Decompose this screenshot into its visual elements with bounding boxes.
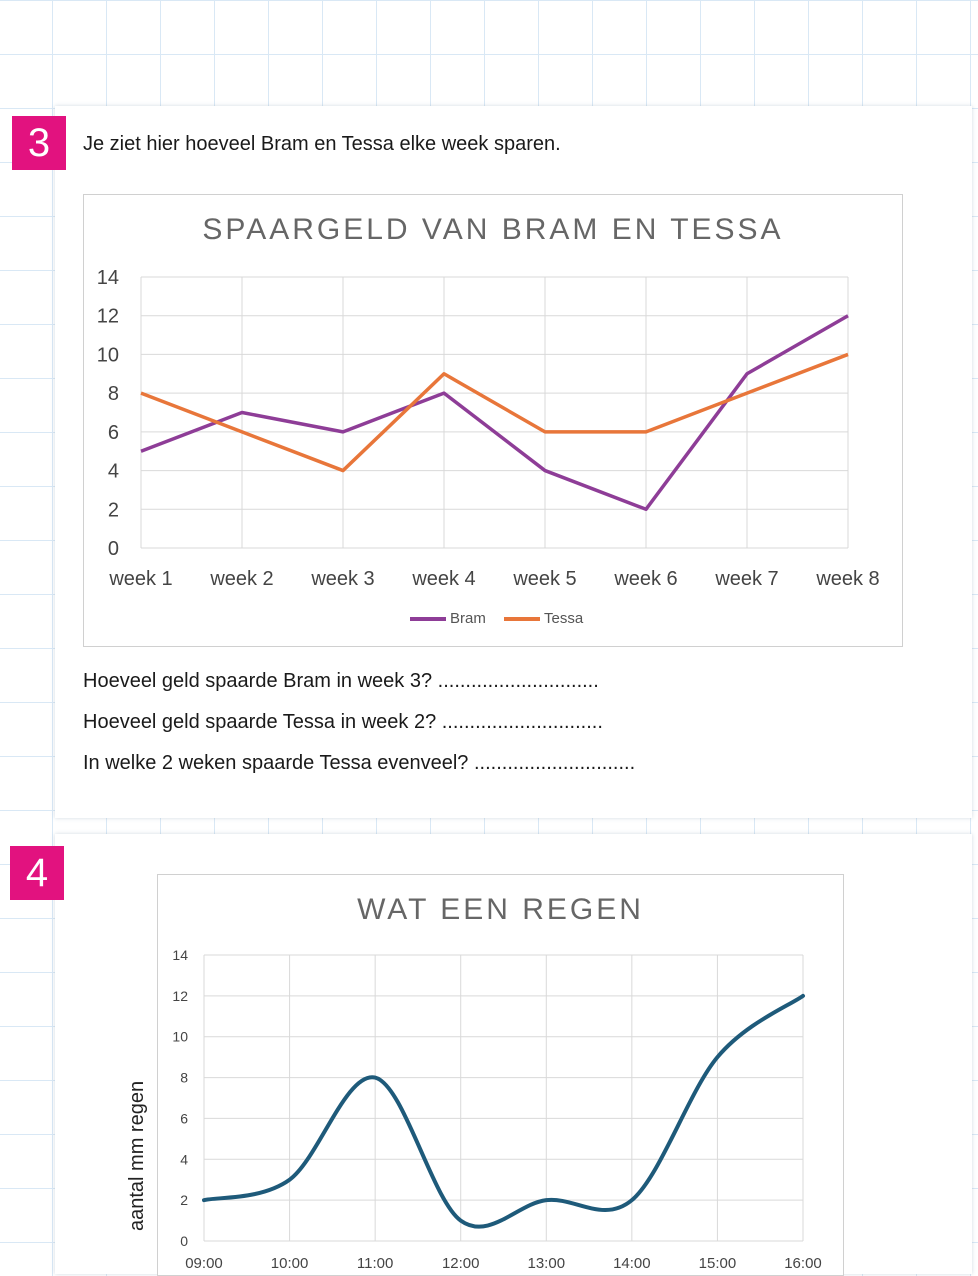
legend-label-tessa: Tessa <box>544 610 584 627</box>
savings-xtick-label: week 7 <box>714 568 778 590</box>
savings-xtick-label: week 6 <box>613 568 677 590</box>
savings-chart-svg: 0 2 4 6 8 10 12 14 week 1 week 2 week 3 week 4 week … <box>97 267 880 590</box>
exercise-3-number-badge: 3 <box>12 116 66 170</box>
rain-xtick-label: 10:00 <box>271 1255 309 1272</box>
legend-swatch-bram <box>410 617 446 622</box>
rain-series-line <box>202 993 805 1229</box>
rain-chart-ylabel-container: aantal mm regen <box>126 1081 148 1231</box>
exercise-3-intro: Je ziet hier hoeveel Bram en Tessa elke … <box>83 133 561 155</box>
savings-xtick-label: week 1 <box>108 568 172 590</box>
legend-item-tessa: Tessa <box>504 610 583 627</box>
rain-chart-svg: 0 2 4 6 8 10 12 14 09:00 10:00 11:00 12:00 13:00 14:0… <box>172 947 822 1272</box>
rain-ytick-label: 8 <box>180 1070 188 1086</box>
rain-xtick-label: 11:00 <box>357 1255 393 1272</box>
rain-chart-ylabel: aantal mm regen <box>126 1081 148 1231</box>
savings-xtick-label: week 3 <box>310 568 374 590</box>
savings-ytick-label: 6 <box>108 422 119 444</box>
rain-ytick-label: 2 <box>180 1192 188 1208</box>
savings-xtick-label: week 2 <box>209 568 273 590</box>
legend-label-bram: Bram <box>450 610 486 627</box>
savings-series-line-tessa <box>140 352 849 473</box>
savings-ytick-label: 0 <box>108 538 119 560</box>
savings-ytick-label: 14 <box>97 267 119 289</box>
savings-xtick-label: week 4 <box>411 568 475 590</box>
rain-ytick-label: 10 <box>172 1029 188 1045</box>
legend-swatch-tessa <box>504 617 540 622</box>
rain-ytick-label: 4 <box>180 1151 188 1167</box>
legend-item-bram: Bram <box>410 610 486 627</box>
savings-ytick-label: 2 <box>108 499 119 521</box>
rain-chart: WAT EEN REGEN 0 2 4 6 8 10 12 14 09:00 10:00 11:00… <box>157 874 844 1276</box>
savings-xtick-label: week 5 <box>512 568 576 590</box>
question-1: Hoeveel geld spaarde Bram in week 3? ...… <box>83 670 599 692</box>
rain-ytick-label: 12 <box>172 988 188 1004</box>
question-3: In welke 2 weken spaarde Tessa evenveel?… <box>83 752 636 774</box>
savings-ytick-label: 12 <box>97 306 119 328</box>
savings-series-line-bram <box>140 314 849 512</box>
exercise-4-number-badge: 4 <box>10 846 64 900</box>
savings-chart: SPAARGELD VAN BRAM EN TESSA 0 2 4 6 8 10 12 14 w… <box>83 194 903 647</box>
rain-ytick-label: 0 <box>180 1233 188 1249</box>
savings-chart-title: SPAARGELD VAN BRAM EN TESSA <box>202 213 784 246</box>
savings-ytick-label: 10 <box>97 344 119 366</box>
rain-xtick-label: 13:00 <box>528 1255 566 1272</box>
savings-ytick-label: 8 <box>108 383 119 405</box>
savings-ytick-label: 4 <box>108 461 119 483</box>
rain-xtick-label: 09:00 <box>185 1255 223 1272</box>
rain-xtick-label: 16:00 <box>784 1255 822 1272</box>
rain-xtick-label: 15:00 <box>699 1255 737 1272</box>
rain-chart-title: WAT EEN REGEN <box>357 893 644 926</box>
question-2: Hoeveel geld spaarde Tessa in week 2? ..… <box>83 711 603 733</box>
rain-ytick-label: 6 <box>180 1110 188 1126</box>
rain-ytick-label: 14 <box>172 947 188 963</box>
rain-xtick-label: 12:00 <box>442 1255 480 1272</box>
rain-xtick-label: 14:00 <box>613 1255 651 1272</box>
savings-xtick-label: week 8 <box>815 568 879 590</box>
